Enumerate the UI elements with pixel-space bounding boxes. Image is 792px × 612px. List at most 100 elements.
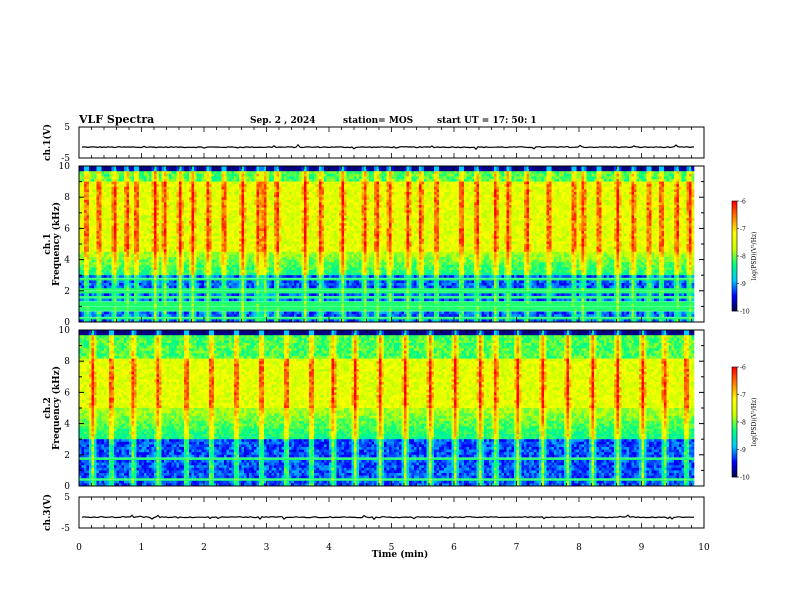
- cb2-tick-label: -8: [740, 420, 746, 427]
- cb1-swatch: [732, 292, 737, 295]
- cb2-swatch: [732, 367, 737, 370]
- cb1-swatch: [732, 281, 737, 284]
- ch3-wave-ytick-label: -5: [61, 524, 70, 534]
- cb1-swatch: [732, 245, 737, 248]
- cb2-swatch: [732, 455, 737, 458]
- start-time-label: start UT = 17: 50: 1: [437, 116, 537, 126]
- date-label: Sep. 2 , 2024: [250, 116, 316, 126]
- cb2-swatch: [732, 412, 737, 415]
- ch1-spec-ytick-label: 4: [64, 256, 70, 266]
- cb1-swatch: [732, 309, 737, 312]
- ch1-spectrogram-panel: 0 2 4 6 8 10 ch.1 Frequency (kHz): [43, 162, 705, 328]
- cb1-swatch: [732, 235, 737, 238]
- cb1-swatch: [732, 305, 737, 308]
- cb1-swatch: [732, 294, 737, 297]
- cb2-swatch: [732, 398, 737, 401]
- cb2-swatch: [732, 438, 737, 441]
- cb1-swatch: [732, 272, 737, 275]
- cb2-swatch: [732, 414, 737, 417]
- cb1-swatch: [732, 263, 737, 266]
- cb2-swatch: [732, 407, 737, 410]
- ch1-wave-trace: [82, 143, 694, 151]
- cb2-swatch: [732, 475, 737, 478]
- cb2-tick-label: -7: [740, 392, 746, 399]
- ch2-spectrogram-panel: 0 2 4 6 8 10 ch.2 Frequency (kHz): [43, 326, 705, 492]
- time-tick-label: 9: [639, 543, 645, 553]
- cb2-swatch: [732, 409, 737, 412]
- time-tick-label: 10: [698, 543, 710, 553]
- ch1-waveform-panel: 5 -5 ch.1(V): [42, 123, 705, 164]
- ch2-colorbar: -6 -7 -8 -9 -10 log(PSD)(V²/Hz): [731, 365, 758, 482]
- cb2-swatch: [732, 449, 737, 452]
- cb2-swatch: [732, 387, 737, 390]
- time-axis: 0 1 2 3 4 5 6 7 8 9 10: [76, 543, 710, 553]
- cb2-swatch: [732, 403, 737, 406]
- ch2-spec-heatmap: [79, 330, 695, 487]
- ch1-wave-ytick-label: -5: [61, 154, 70, 164]
- cb2-swatch: [732, 401, 737, 404]
- cb1-swatch: [732, 208, 737, 211]
- cb1-swatch: [732, 219, 737, 222]
- ch3-waveform-panel: 5 -5 ch.3(V): [42, 493, 705, 534]
- cb1-swatch: [732, 202, 737, 205]
- ch1-spec-ytick-label: 8: [64, 193, 70, 203]
- cb1-tick-label: -10: [740, 309, 750, 316]
- cb2-swatch: [732, 429, 737, 432]
- cb1-swatch: [732, 298, 737, 301]
- cb2-swatch: [732, 458, 737, 461]
- ch2-spec-ylabel: ch.2: [43, 397, 53, 418]
- cb1-swatch: [732, 210, 737, 213]
- cb1-swatch: [732, 267, 737, 270]
- cb1-swatch: [732, 248, 737, 251]
- cb1-swatch: [732, 254, 737, 257]
- cb2-swatch: [732, 440, 737, 443]
- cb2-swatch: [732, 466, 737, 469]
- cb2-swatch: [732, 464, 737, 467]
- ch1-spec-ytick-label: 0: [64, 318, 70, 328]
- cb1-tick-label: -7: [740, 226, 746, 233]
- cb1-swatch: [732, 239, 737, 242]
- cb1-swatch: [732, 232, 737, 235]
- cb2-swatch: [732, 445, 737, 448]
- cb2-swatch: [732, 422, 737, 425]
- cb2-swatch: [732, 436, 737, 439]
- cb1-swatch: [732, 287, 737, 290]
- cb2-swatch: [732, 383, 737, 386]
- cb2-swatch: [732, 368, 737, 371]
- ch2-spec-ytick-label: 2: [64, 451, 70, 461]
- ch2-spec-ylabel2: Frequency (kHz): [51, 366, 62, 450]
- ch2-spec-ytick-label: 8: [64, 357, 70, 367]
- time-tick-label: 0: [76, 543, 82, 553]
- time-tick-label: 3: [264, 543, 270, 553]
- cb2-swatch: [732, 431, 737, 434]
- time-tick-label: 6: [451, 543, 457, 553]
- cb2-swatch: [732, 394, 737, 397]
- station-label: station= MOS: [343, 116, 413, 126]
- cb1-swatch: [732, 274, 737, 277]
- cb2-swatch: [732, 453, 737, 456]
- cb1-swatch: [732, 213, 737, 216]
- cb1-swatch: [732, 226, 737, 229]
- cb2-swatch: [732, 411, 737, 414]
- ch1-spec-ytick-label: 2: [64, 287, 70, 297]
- cb2-swatch: [732, 423, 737, 426]
- cb1-swatch: [732, 215, 737, 218]
- cb1-swatch: [732, 301, 737, 304]
- ch1-spec-lines: [79, 278, 695, 318]
- cb2-label: log(PSD)(V²/Hz): [751, 398, 758, 447]
- cb2-swatch: [732, 390, 737, 393]
- ch2-spec-ytick-label: 10: [59, 326, 71, 336]
- cb2-swatch: [732, 473, 737, 476]
- ch3-wave-ylabel: ch.3(V): [42, 494, 53, 531]
- cb1-tick-label: -9: [740, 281, 746, 288]
- cb1-swatch: [732, 279, 737, 282]
- cb1-swatch: [732, 217, 737, 220]
- cb1-swatch: [732, 257, 737, 260]
- ch2-spec-ytick-label: 6: [64, 388, 70, 398]
- cb1-swatch: [732, 206, 737, 209]
- cb1-swatch: [732, 230, 737, 233]
- cb2-swatch: [732, 416, 737, 419]
- time-tick-label: 2: [201, 543, 207, 553]
- cb1-swatch: [732, 261, 737, 264]
